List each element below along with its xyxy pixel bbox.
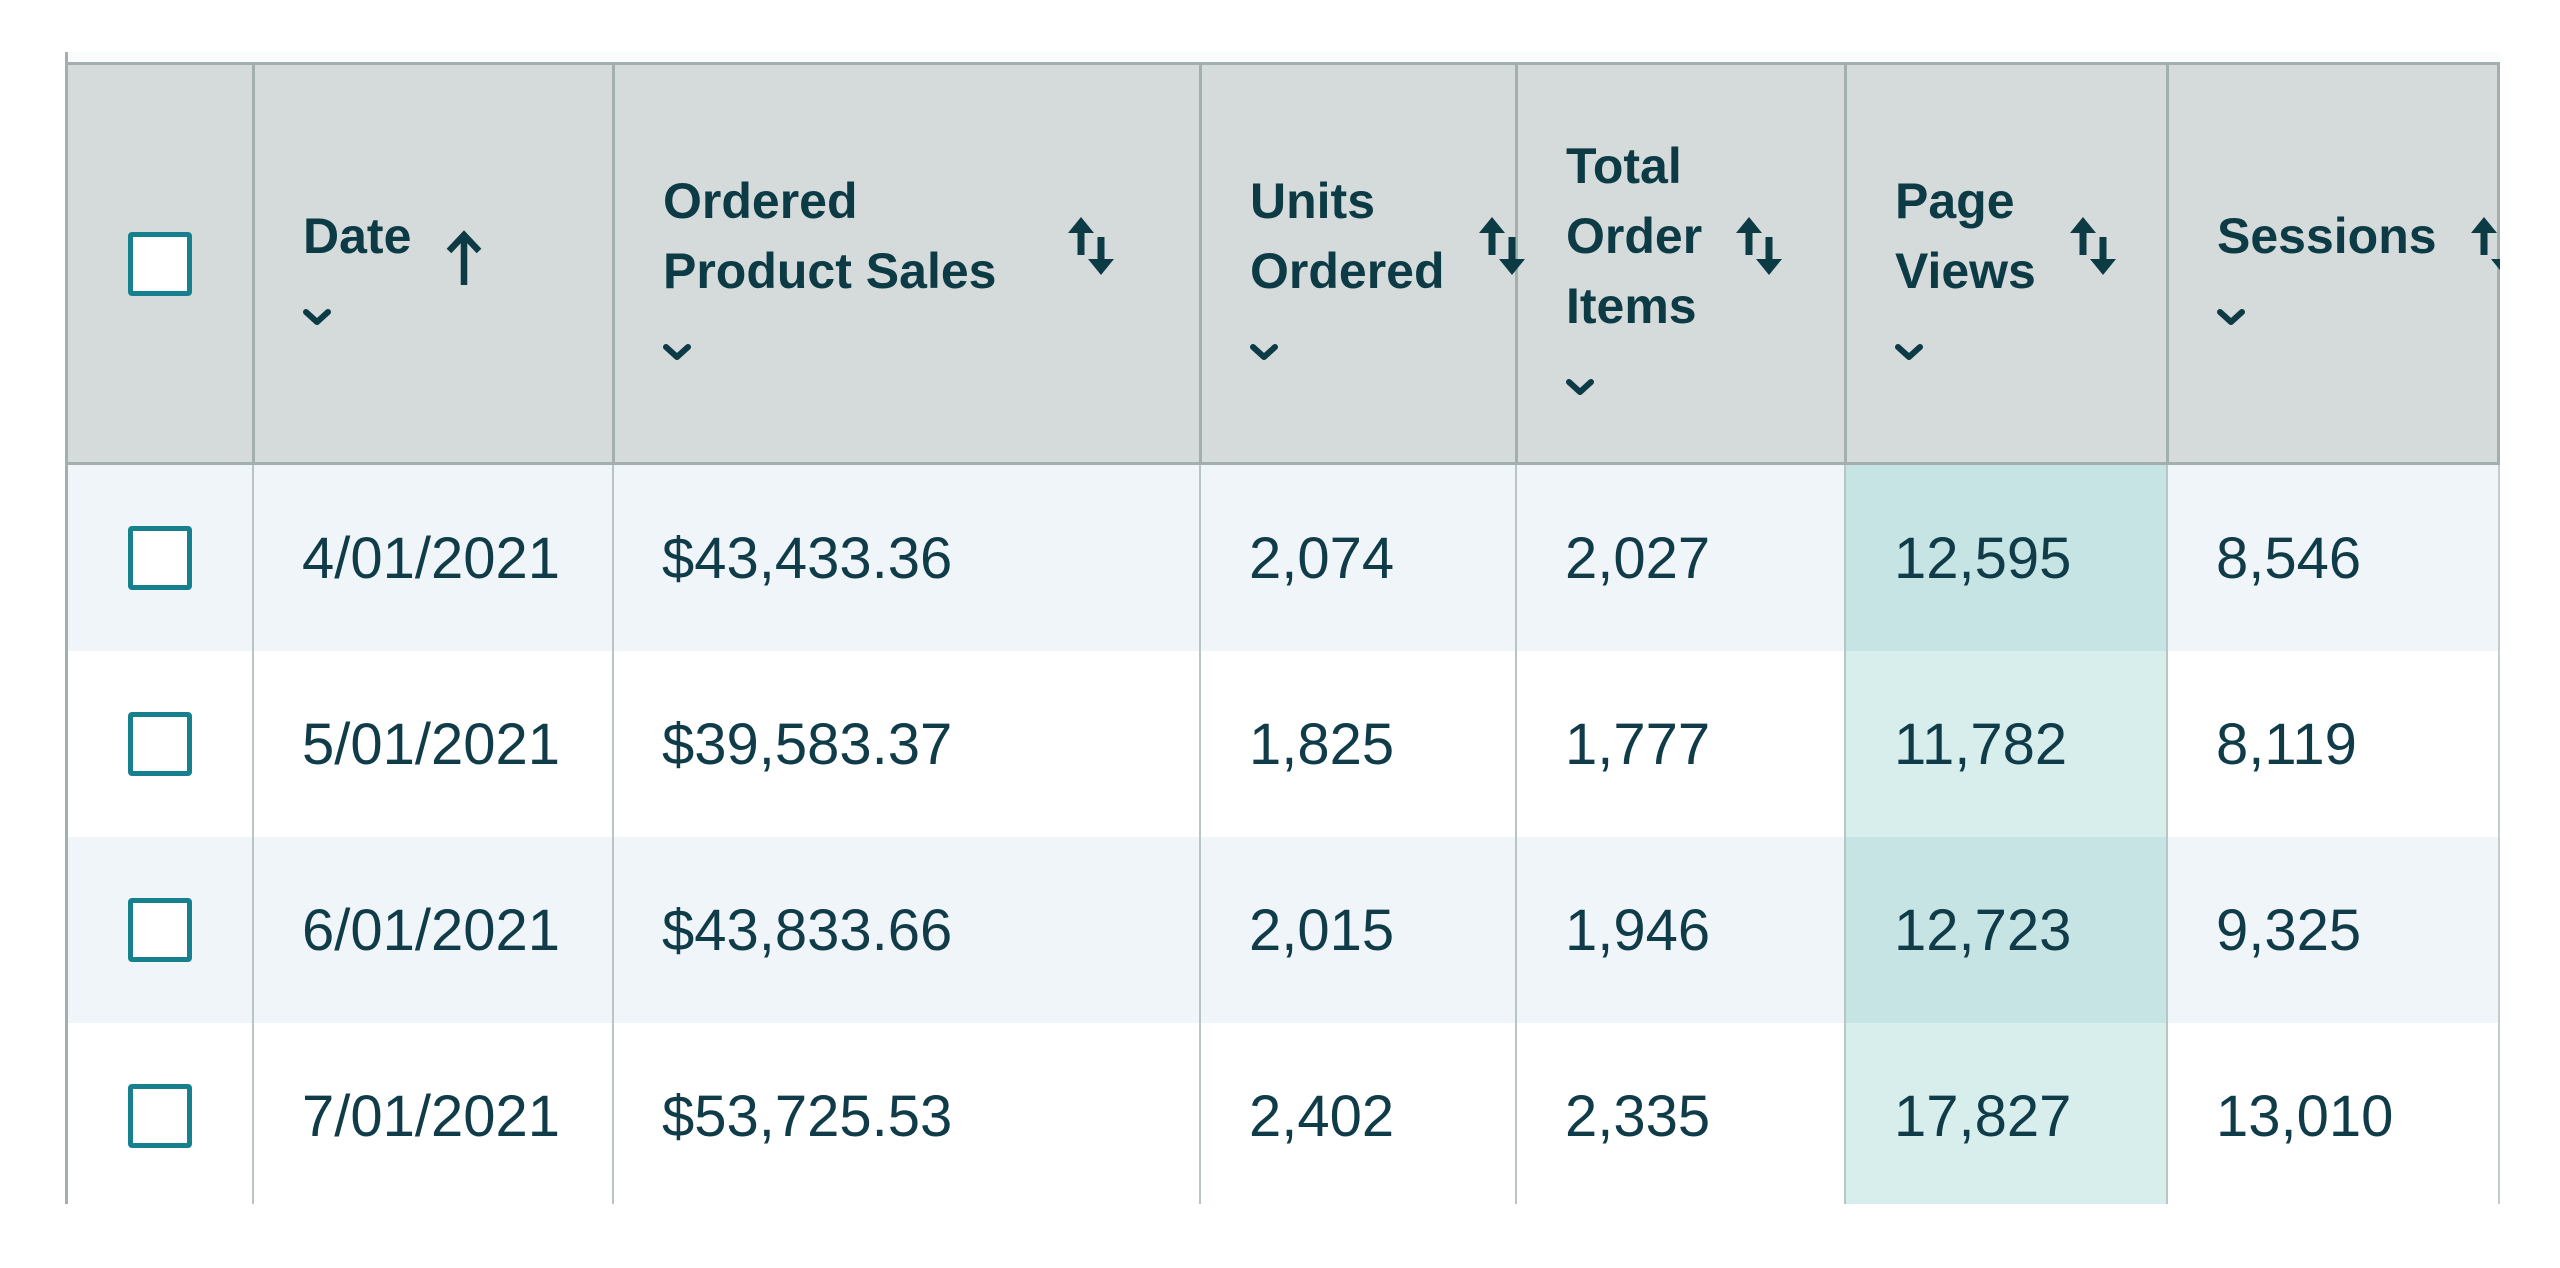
cell-sessions: 9,325: [2166, 837, 2500, 1023]
select-all-checkbox[interactable]: [128, 231, 192, 296]
cell-page-views: 12,595: [1844, 465, 2166, 651]
cell-sessions: 13,010: [2166, 1023, 2500, 1204]
table-row-select-cell: [65, 465, 252, 651]
cell-ordered-product-sales: $39,583.37: [612, 651, 1199, 837]
sort-toggle-icon: [2470, 217, 2500, 271]
row-checkbox[interactable]: [128, 1084, 192, 1148]
sort-toggle-icon: [1736, 217, 1783, 275]
cell-date: 6/01/2021: [252, 837, 612, 1023]
cell-units-ordered: 2,402: [1199, 1023, 1515, 1204]
cell-page-views: 17,827: [1844, 1023, 2166, 1204]
cell-ordered-product-sales: $43,433.36: [612, 465, 1199, 651]
column-header-select: [65, 62, 252, 465]
column-label-page-views: Page Views: [1895, 173, 2036, 299]
column-label-total-order-items: Total Order Items: [1566, 138, 1703, 334]
cell-ordered-product-sales: $53,725.53: [612, 1023, 1199, 1204]
table-row-select-cell: [65, 837, 252, 1023]
column-label-sessions: Sessions: [2217, 208, 2437, 264]
row-checkbox[interactable]: [128, 712, 192, 776]
sort-toggle-icon: [2069, 217, 2116, 275]
cell-page-views: 11,782: [1844, 651, 2166, 837]
column-label-date: Date: [303, 208, 412, 264]
column-header-sessions[interactable]: Sessions: [2166, 62, 2500, 465]
column-label-units-ordered: Units Ordered: [1250, 173, 1445, 299]
column-header-page-views[interactable]: Page Views: [1844, 62, 2166, 465]
column-menu-chevron-icon[interactable]: [1250, 344, 1278, 361]
report-table-grid: Date Ordered Product Sales: [65, 62, 2500, 1204]
cell-units-ordered: 2,015: [1199, 837, 1515, 1023]
cell-ordered-product-sales: $43,833.66: [612, 837, 1199, 1023]
cell-total-order-items: 1,946: [1515, 837, 1844, 1023]
business-reports-table: Date Ordered Product Sales: [65, 52, 2500, 1204]
cell-units-ordered: 1,825: [1199, 651, 1515, 837]
cell-page-views: 12,723: [1844, 837, 2166, 1023]
column-header-ordered-product-sales[interactable]: Ordered Product Sales: [612, 62, 1199, 465]
column-menu-chevron-icon[interactable]: [1566, 379, 1594, 396]
column-menu-chevron-icon[interactable]: [663, 344, 691, 361]
sort-ascending-icon: [447, 230, 482, 285]
cell-sessions: 8,119: [2166, 651, 2500, 837]
cell-sessions: 8,546: [2166, 465, 2500, 651]
cell-total-order-items: 1,777: [1515, 651, 1844, 837]
table-row-select-cell: [65, 651, 252, 837]
cell-units-ordered: 2,074: [1199, 465, 1515, 651]
column-header-date[interactable]: Date: [252, 62, 612, 465]
row-checkbox[interactable]: [128, 526, 192, 590]
cell-total-order-items: 2,027: [1515, 465, 1844, 651]
cell-date: 4/01/2021: [252, 465, 612, 651]
table-top-strip: [65, 52, 2500, 62]
cell-total-order-items: 2,335: [1515, 1023, 1844, 1204]
table-row-select-cell: [65, 1023, 252, 1204]
column-header-total-order-items[interactable]: Total Order Items: [1515, 62, 1844, 465]
sort-toggle-icon: [1478, 217, 1525, 275]
column-menu-chevron-icon[interactable]: [2217, 309, 2245, 326]
row-checkbox[interactable]: [128, 898, 192, 962]
cell-date: 7/01/2021: [252, 1023, 612, 1204]
column-header-units-ordered[interactable]: Units Ordered: [1199, 62, 1525, 465]
sort-toggle-icon: [1068, 217, 1115, 275]
column-menu-chevron-icon[interactable]: [303, 309, 331, 326]
column-label-ordered-product-sales: Ordered Product Sales: [663, 173, 997, 299]
cell-date: 5/01/2021: [252, 651, 612, 837]
column-menu-chevron-icon[interactable]: [1895, 344, 1923, 361]
